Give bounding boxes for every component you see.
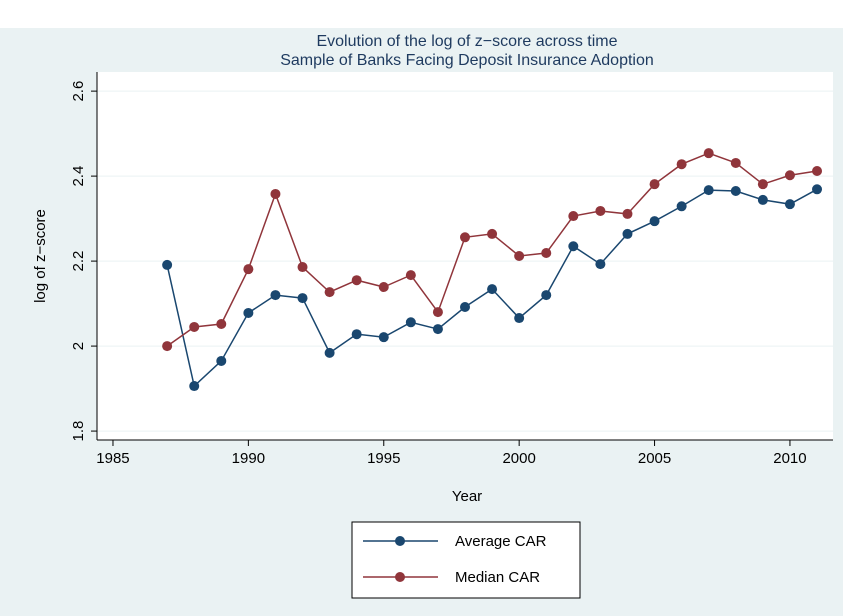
point xyxy=(514,251,525,261)
point xyxy=(405,317,416,328)
point xyxy=(351,329,362,340)
x-tick-label: 2005 xyxy=(638,450,671,467)
point xyxy=(378,282,389,293)
point xyxy=(243,307,254,318)
plot-area xyxy=(97,72,833,440)
legend-marker xyxy=(395,536,405,546)
chart-title: Evolution of the log of z−score across t… xyxy=(316,33,617,50)
point xyxy=(243,264,254,275)
point xyxy=(460,232,470,243)
point xyxy=(541,290,552,301)
point xyxy=(324,287,335,298)
point xyxy=(378,332,389,343)
point xyxy=(622,228,633,239)
point xyxy=(460,301,470,312)
point xyxy=(189,321,200,332)
point xyxy=(216,355,227,366)
point xyxy=(730,185,741,196)
point xyxy=(784,170,795,181)
chart-subtitle: Sample of Banks Facing Deposit Insurance… xyxy=(280,52,654,69)
legend-marker xyxy=(395,572,405,582)
point xyxy=(297,293,308,304)
point xyxy=(162,259,173,270)
x-tick-label: 1990 xyxy=(232,450,265,467)
point xyxy=(812,184,823,195)
point xyxy=(270,290,281,301)
point xyxy=(162,341,173,352)
point xyxy=(595,205,606,216)
x-tick-label: 1995 xyxy=(367,450,400,467)
legend xyxy=(351,521,581,599)
point xyxy=(351,275,362,286)
point xyxy=(649,216,660,227)
point xyxy=(568,211,579,222)
point xyxy=(432,324,443,335)
x-axis-title: Year xyxy=(452,488,482,505)
point xyxy=(270,188,281,199)
x-tick-label: 2010 xyxy=(773,450,806,467)
point xyxy=(595,259,606,270)
point xyxy=(649,179,660,190)
point xyxy=(405,270,416,281)
y-tick-label: 2.4 xyxy=(70,166,87,187)
point xyxy=(432,307,443,318)
point xyxy=(622,208,633,219)
point xyxy=(324,347,335,358)
point xyxy=(812,166,823,177)
point xyxy=(703,148,714,159)
x-tick-label: 2000 xyxy=(502,450,535,467)
point xyxy=(757,179,768,190)
point xyxy=(703,185,714,196)
point xyxy=(568,241,579,252)
point xyxy=(676,201,687,212)
point xyxy=(676,159,687,170)
point xyxy=(487,284,498,295)
legend-label: Average CAR xyxy=(455,533,547,550)
point xyxy=(514,313,525,324)
point xyxy=(216,318,227,329)
point xyxy=(487,228,498,239)
y-tick-label: 2.2 xyxy=(70,251,87,272)
legend-label: Median CAR xyxy=(455,569,540,586)
point xyxy=(730,157,741,168)
point xyxy=(297,262,308,273)
y-axis-title: log of z−score xyxy=(32,209,49,303)
x-tick-label: 1985 xyxy=(96,450,129,467)
point xyxy=(784,199,795,210)
y-tick-label: 2 xyxy=(70,342,87,350)
point xyxy=(541,248,552,259)
point xyxy=(757,194,768,205)
y-tick-label: 1.8 xyxy=(70,421,87,442)
point xyxy=(189,381,200,392)
y-tick-label: 2.6 xyxy=(70,81,87,102)
